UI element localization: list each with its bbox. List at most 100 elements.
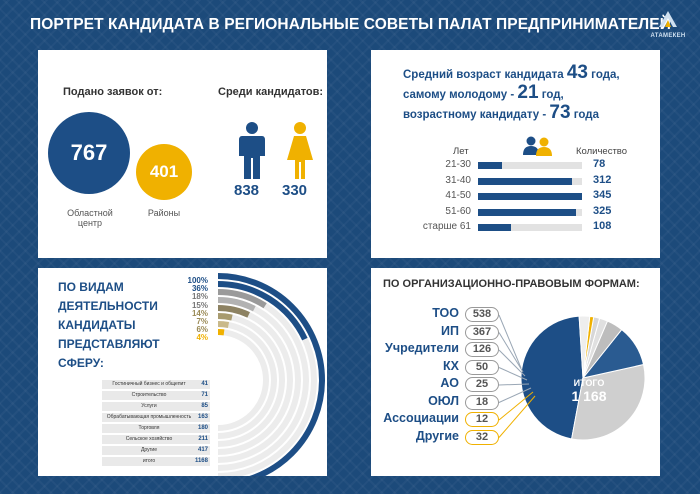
sector-arc [217, 281, 308, 341]
leader-line [498, 367, 528, 381]
sector-arc [217, 297, 256, 312]
age-bar [478, 177, 573, 185]
legal-form-name: АО [440, 376, 459, 390]
count-column-header: Количество [576, 146, 628, 157]
sector-percent-label: 14% [191, 308, 208, 318]
age-line2-post: год, [538, 89, 564, 101]
districts-value: 401 [149, 162, 179, 181]
age-line3-pre: возрастному кандидату - [403, 109, 550, 121]
average-age: 43 [566, 62, 588, 83]
pie-slice [571, 363, 646, 441]
age-bar-value: 325 [593, 204, 612, 217]
sectors-arc-chart [217, 273, 325, 476]
age-category-label: 41-50 [445, 190, 471, 201]
age-bar [478, 224, 511, 231]
sector-percent-label: 18% [191, 292, 208, 302]
sector-row: Торговля 180 [102, 424, 210, 433]
logo: АТАМЕКЕН [646, 10, 690, 42]
sector-arc-track [217, 305, 293, 455]
legal-form-value: 126 [465, 342, 499, 357]
candidates-label: Среди кандидатов: [218, 86, 324, 98]
legal-form-value: 12 [465, 412, 499, 427]
sector-name: Сельское хозяйство [125, 436, 173, 442]
sector-arc [217, 289, 267, 309]
age-category-label: старше 61 [422, 221, 471, 232]
logo-text: АТАМЕКЕН [650, 33, 686, 39]
legal-form-value: 25 [465, 377, 499, 392]
woman-icon [287, 122, 313, 179]
age-bar-value: 108 [593, 220, 612, 232]
sector-name: Торговля [138, 425, 160, 431]
sector-row: Обрабатывающая промышленность 163 [102, 413, 210, 422]
sector-name: Строительство [131, 392, 167, 398]
age-bar-track [478, 162, 582, 169]
sector-name: Услуги [141, 403, 157, 409]
pie-total: ИТОГО 1 168 [549, 378, 629, 404]
sector-arc-track [217, 329, 269, 431]
age-category-label: 51-60 [445, 205, 471, 217]
sector-name: Обрабатывающая промышленность [106, 414, 192, 420]
sector-row: Услуги 85 [102, 402, 210, 411]
age-bar [478, 162, 502, 169]
age-summary: Средний возраст кандидата 43 года, самом… [403, 62, 620, 124]
age-bar-track [478, 193, 582, 200]
applications-panel: Подано заявок от: 767 Областной центр 40… [38, 50, 327, 258]
male-count: 838 [234, 182, 260, 199]
legal-form-value: 538 [465, 307, 499, 322]
sector-value: 41 [201, 381, 208, 387]
legal-form-name: Ассоциации [383, 411, 459, 425]
atameken-logo-icon [659, 11, 677, 27]
age-bar-value: 312 [593, 173, 612, 186]
leader-line [498, 395, 536, 438]
sector-arc-track [217, 313, 285, 447]
legal-forms-panel: ПО ОРГАНИЗАЦИОННО-ПРАВОВЫМ ФОРМАМ: ТОО 53… [371, 268, 660, 476]
leader-line [498, 387, 532, 403]
sector-value: 180 [197, 425, 208, 431]
districts-label: Районы [147, 208, 181, 218]
leader-line [498, 349, 526, 377]
sector-percent-label: 4% [196, 333, 208, 343]
sector-row: итого 1168 [102, 457, 210, 466]
age-column-header: Лет [453, 146, 469, 157]
people-icon [523, 136, 552, 156]
youngest-age: 21 [517, 82, 539, 103]
sector-value: 163 [197, 414, 208, 420]
sector-row: Строительство 71 [102, 391, 210, 400]
oldest-age: 73 [549, 102, 571, 123]
leader-line [498, 332, 524, 373]
legal-form-value: 32 [465, 429, 499, 445]
age-line1-post: года, [587, 69, 620, 81]
sector-value: 417 [197, 447, 208, 453]
sector-value: 85 [201, 403, 208, 409]
sector-arc [217, 305, 250, 318]
legal-forms-pie-chart [498, 314, 646, 441]
pie-slice [520, 315, 584, 440]
pie-total-value: 1 168 [571, 388, 607, 404]
pie-total-label: ИТОГО [573, 378, 605, 388]
legal-form-name: Учредители [385, 341, 459, 355]
sector-percent-label: 15% [191, 300, 208, 310]
sector-arc [217, 313, 233, 321]
header: ПОРТРЕТ КАНДИДАТА В РЕГИОНАЛЬНЫЕ СОВЕТЫ … [0, 0, 700, 48]
leader-line [498, 391, 534, 421]
sector-row: Сельское хозяйство 211 [102, 435, 210, 444]
leader-line [498, 383, 530, 386]
sector-percent-label: 7% [196, 317, 208, 326]
legal-form-name: ТОО [432, 306, 459, 320]
districts-circle: 401 [136, 144, 192, 200]
legal-form-name: Другие [415, 428, 459, 443]
age-bar-value: 78 [593, 158, 606, 170]
regional-label: Областной центр [67, 208, 113, 228]
age-bar-value: 345 [593, 189, 612, 201]
applications-label: Подано заявок от: [63, 86, 163, 98]
regional-value: 767 [70, 140, 108, 165]
sector-percent-label: 100% [187, 276, 208, 285]
sector-value: 211 [198, 436, 208, 442]
sector-arc [217, 273, 325, 476]
sector-arc [217, 321, 230, 328]
sector-name: итого [142, 458, 156, 464]
legal-form-name: КХ [443, 358, 459, 373]
legal-form-value: 367 [465, 324, 499, 340]
age-bar-track [478, 224, 582, 231]
legal-form-name: ОЮЛ [428, 393, 459, 408]
